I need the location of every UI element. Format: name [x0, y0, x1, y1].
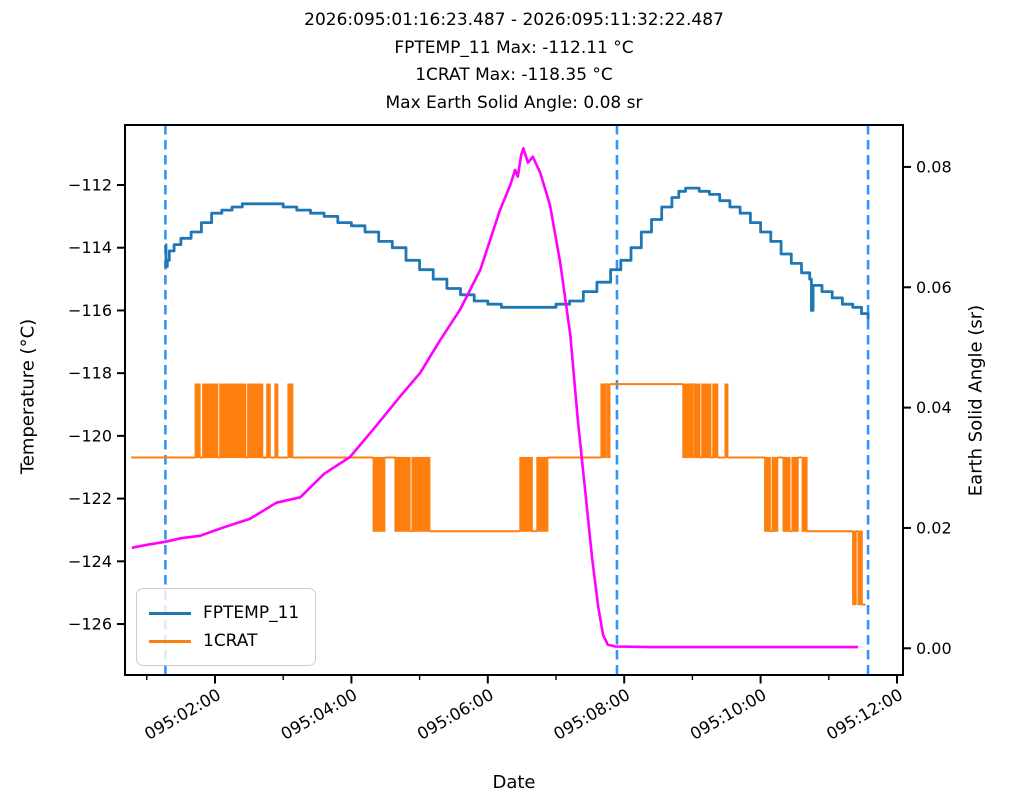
- title-line-solid-angle-max: Max Earth Solid Angle: 0.08 sr: [385, 92, 643, 113]
- vlines: [164, 125, 870, 675]
- svg-text:−118: −118: [68, 364, 112, 383]
- svg-text:0.04: 0.04: [916, 398, 952, 417]
- legend-entry-fptemp: FPTEMP_11: [149, 599, 299, 627]
- svg-text:0.08: 0.08: [916, 157, 952, 176]
- crat-line-swatch: [149, 639, 191, 643]
- title-line-fptemp-max: FPTEMP_11 Max: -112.11 °C: [394, 37, 634, 58]
- y-axis-right: 0.08 0.06 0.04 0.02 0.00: [903, 157, 952, 658]
- y-axis-label-left: Temperature (°C): [17, 318, 39, 475]
- svg-text:095:04:00: 095:04:00: [278, 685, 361, 744]
- svg-text:095:10:00: 095:10:00: [687, 685, 770, 744]
- fptemp-line-swatch: [149, 611, 191, 615]
- svg-text:−116: −116: [68, 301, 112, 320]
- svg-text:−126: −126: [68, 615, 112, 634]
- solid-angle-series: [131, 147, 859, 649]
- legend: FPTEMP_11 1CRAT: [136, 588, 317, 666]
- svg-text:0.06: 0.06: [916, 278, 952, 297]
- svg-text:−120: −120: [68, 426, 112, 445]
- svg-text:−124: −124: [68, 552, 112, 571]
- crat-series: [131, 383, 866, 606]
- svg-text:0.02: 0.02: [916, 518, 952, 537]
- plot-spines: [124, 124, 904, 676]
- fptemp-series: [164, 186, 870, 320]
- title-line-crat-max: 1CRAT Max: -118.35 °C: [415, 65, 613, 85]
- svg-text:−122: −122: [68, 489, 112, 508]
- y-axis-left: −112 −114 −116 −118 −120 −122 −124 −126: [68, 176, 125, 634]
- svg-text:−114: −114: [68, 238, 112, 257]
- svg-text:095:08:00: 095:08:00: [550, 685, 633, 744]
- legend-label-fptemp: FPTEMP_11: [203, 603, 300, 623]
- svg-text:0.00: 0.00: [916, 639, 952, 658]
- svg-text:095:02:00: 095:02:00: [141, 685, 224, 744]
- title-line-timerange: 2026:095:01:16:23.487 - 2026:095:11:32:2…: [304, 10, 724, 30]
- svg-text:−112: −112: [68, 176, 112, 195]
- y-axis-label-right: Earth Solid Angle (sr): [965, 304, 987, 497]
- svg-text:095:12:00: 095:12:00: [823, 685, 906, 744]
- chart-title: 2026:095:01:16:23.487 - 2026:095:11:32:2…: [125, 7, 903, 117]
- x-axis-label: Date: [492, 772, 536, 793]
- svg-text:095:06:00: 095:06:00: [414, 685, 497, 744]
- legend-label-crat: 1CRAT: [203, 631, 258, 651]
- legend-entry-crat: 1CRAT: [149, 627, 299, 655]
- x-axis: 095:02:00 095:04:00 095:06:00 095:08:00 095:…: [141, 675, 906, 744]
